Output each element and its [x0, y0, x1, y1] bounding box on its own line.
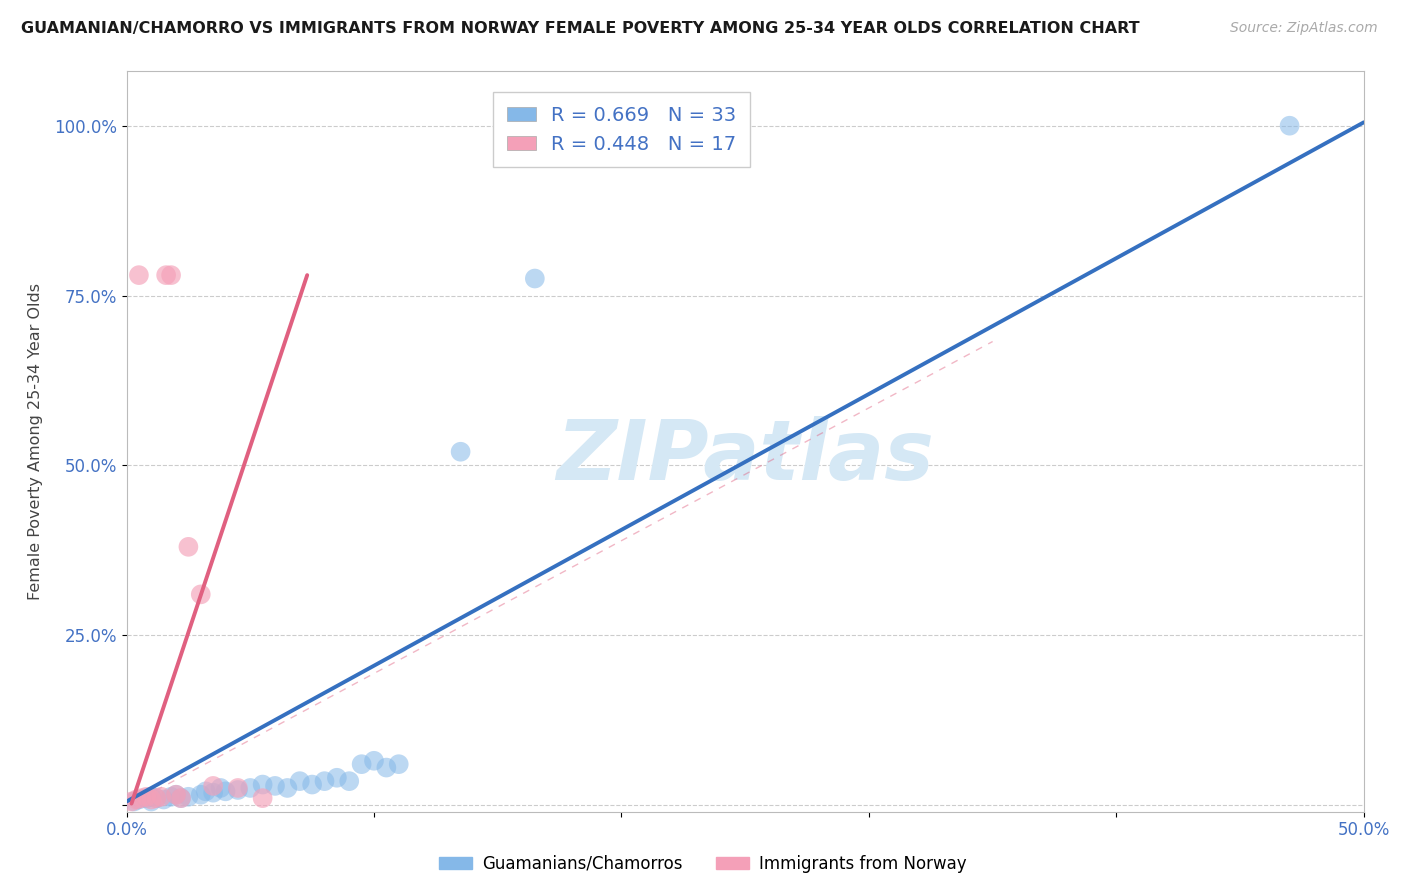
Point — [252, 791, 274, 805]
Point — [160, 268, 183, 282]
Point — [135, 791, 157, 805]
Point — [131, 791, 153, 805]
Point — [202, 786, 225, 800]
Point — [388, 757, 411, 772]
Point — [239, 780, 262, 795]
Point — [125, 792, 148, 806]
Point — [350, 757, 373, 772]
Point — [177, 540, 200, 554]
Text: GUAMANIAN/CHAMORRO VS IMMIGRANTS FROM NORWAY FEMALE POVERTY AMONG 25-34 YEAR OLD: GUAMANIAN/CHAMORRO VS IMMIGRANTS FROM NO… — [21, 21, 1140, 36]
Point — [128, 268, 150, 282]
Point — [155, 268, 177, 282]
Point — [194, 784, 217, 798]
Point — [226, 783, 249, 797]
Point — [190, 587, 212, 601]
Legend: R = 0.669   N = 33, R = 0.448   N = 17: R = 0.669 N = 33, R = 0.448 N = 17 — [494, 92, 749, 167]
Point — [202, 779, 225, 793]
Legend: Guamanians/Chamorros, Immigrants from Norway: Guamanians/Chamorros, Immigrants from No… — [432, 848, 974, 880]
Point — [190, 788, 212, 802]
Point — [1278, 119, 1301, 133]
Point — [145, 791, 167, 805]
Point — [214, 784, 236, 798]
Point — [122, 795, 145, 809]
Point — [314, 774, 336, 789]
Point — [375, 761, 398, 775]
Point — [121, 795, 143, 809]
Point — [226, 780, 249, 795]
Point — [177, 789, 200, 804]
Point — [252, 778, 274, 792]
Y-axis label: Female Poverty Among 25-34 Year Olds: Female Poverty Among 25-34 Year Olds — [28, 283, 42, 600]
Point — [450, 444, 472, 458]
Point — [160, 789, 183, 804]
Point — [170, 791, 193, 805]
Point — [337, 774, 360, 789]
Point — [150, 789, 173, 804]
Point — [141, 792, 163, 806]
Point — [141, 789, 163, 804]
Point — [152, 792, 174, 806]
Point — [264, 779, 287, 793]
Point — [523, 271, 546, 285]
Point — [165, 788, 187, 802]
Point — [170, 791, 193, 805]
Point — [165, 788, 187, 802]
Point — [288, 774, 311, 789]
Point — [135, 789, 157, 804]
Point — [363, 754, 385, 768]
Text: ZIPatlas: ZIPatlas — [557, 416, 934, 497]
Point — [141, 795, 163, 809]
Point — [209, 780, 232, 795]
Point — [145, 791, 167, 805]
Point — [128, 792, 150, 806]
Point — [301, 778, 323, 792]
Text: Source: ZipAtlas.com: Source: ZipAtlas.com — [1230, 21, 1378, 35]
Point — [276, 780, 298, 795]
Point — [326, 771, 349, 785]
